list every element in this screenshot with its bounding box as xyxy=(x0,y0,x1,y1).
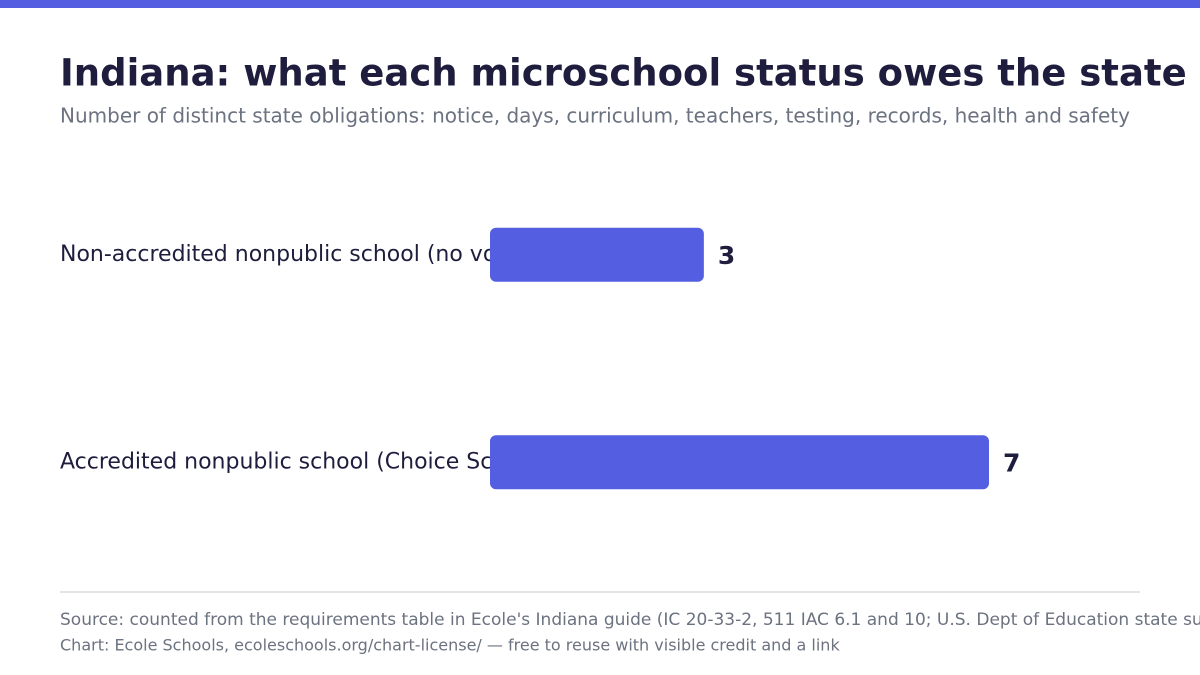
value-label: 7 xyxy=(1003,448,1020,477)
chart-title: Indiana: what each microschool status ow… xyxy=(60,52,1200,95)
category-label: Non-accredited nonpublic school (no vo xyxy=(60,242,496,267)
value-label: 3 xyxy=(718,241,735,270)
bar xyxy=(490,435,989,490)
top-stripe xyxy=(0,0,1200,8)
source-note: Source: counted from the requirements ta… xyxy=(60,610,1200,630)
chart-subtitle: Number of distinct state obligations: no… xyxy=(60,104,1130,128)
category-label: Accredited nonpublic school (Choice Sch xyxy=(60,449,506,474)
bar xyxy=(490,227,704,282)
credit-note: Chart: Ecole Schools, ecoleschools.org/c… xyxy=(60,636,840,655)
